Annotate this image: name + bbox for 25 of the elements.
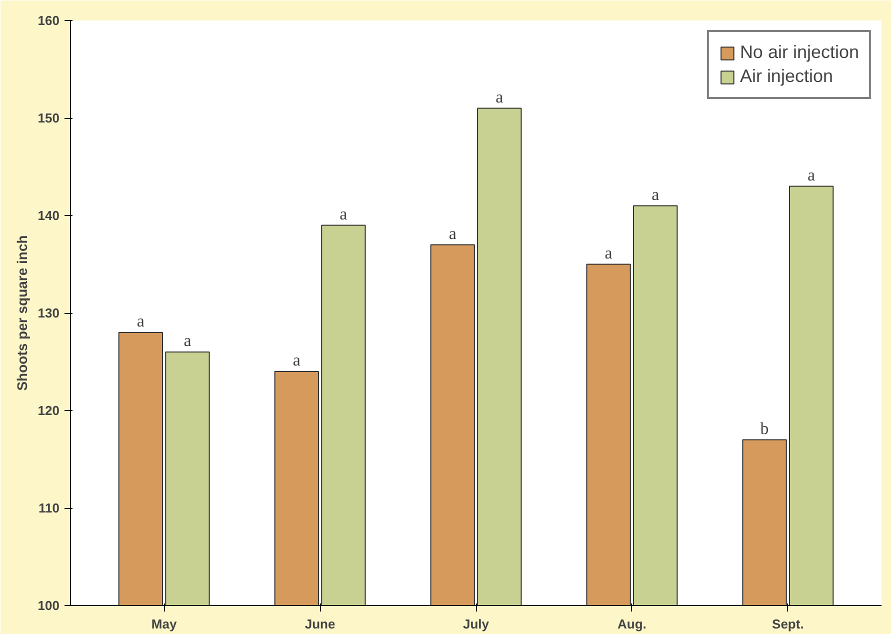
x-tick-label: Sept. — [772, 616, 804, 632]
x-tick-label: Aug. — [618, 616, 646, 632]
data-label: a — [496, 87, 504, 106]
data-label: a — [448, 224, 457, 243]
y-tick-label: 110 — [38, 500, 60, 516]
data-label: a — [184, 331, 192, 350]
legend-label: No air injection — [740, 42, 859, 63]
data-label: a — [340, 204, 348, 224]
y-tick-label: 160 — [38, 13, 60, 28]
data-label: a — [808, 165, 816, 184]
y-tick-label: 130 — [38, 306, 60, 320]
data-label: b — [760, 418, 769, 438]
data-label: a — [652, 184, 660, 204]
y-axis-title: Shoots per square inch — [14, 235, 30, 391]
data-label: a — [292, 350, 301, 370]
y-tick-label: 140 — [38, 208, 60, 223]
x-tick-label: May — [151, 616, 178, 632]
data-label: a — [604, 243, 613, 262]
y-tick-label: 120 — [38, 403, 60, 418]
x-tick-label: July — [462, 616, 490, 632]
x-tick-label: June — [304, 616, 336, 632]
y-tick-label: 100 — [38, 598, 60, 613]
y-tick-label: 150 — [38, 110, 60, 126]
data-label: a — [136, 312, 145, 330]
legend-label: Air injection — [740, 66, 833, 87]
